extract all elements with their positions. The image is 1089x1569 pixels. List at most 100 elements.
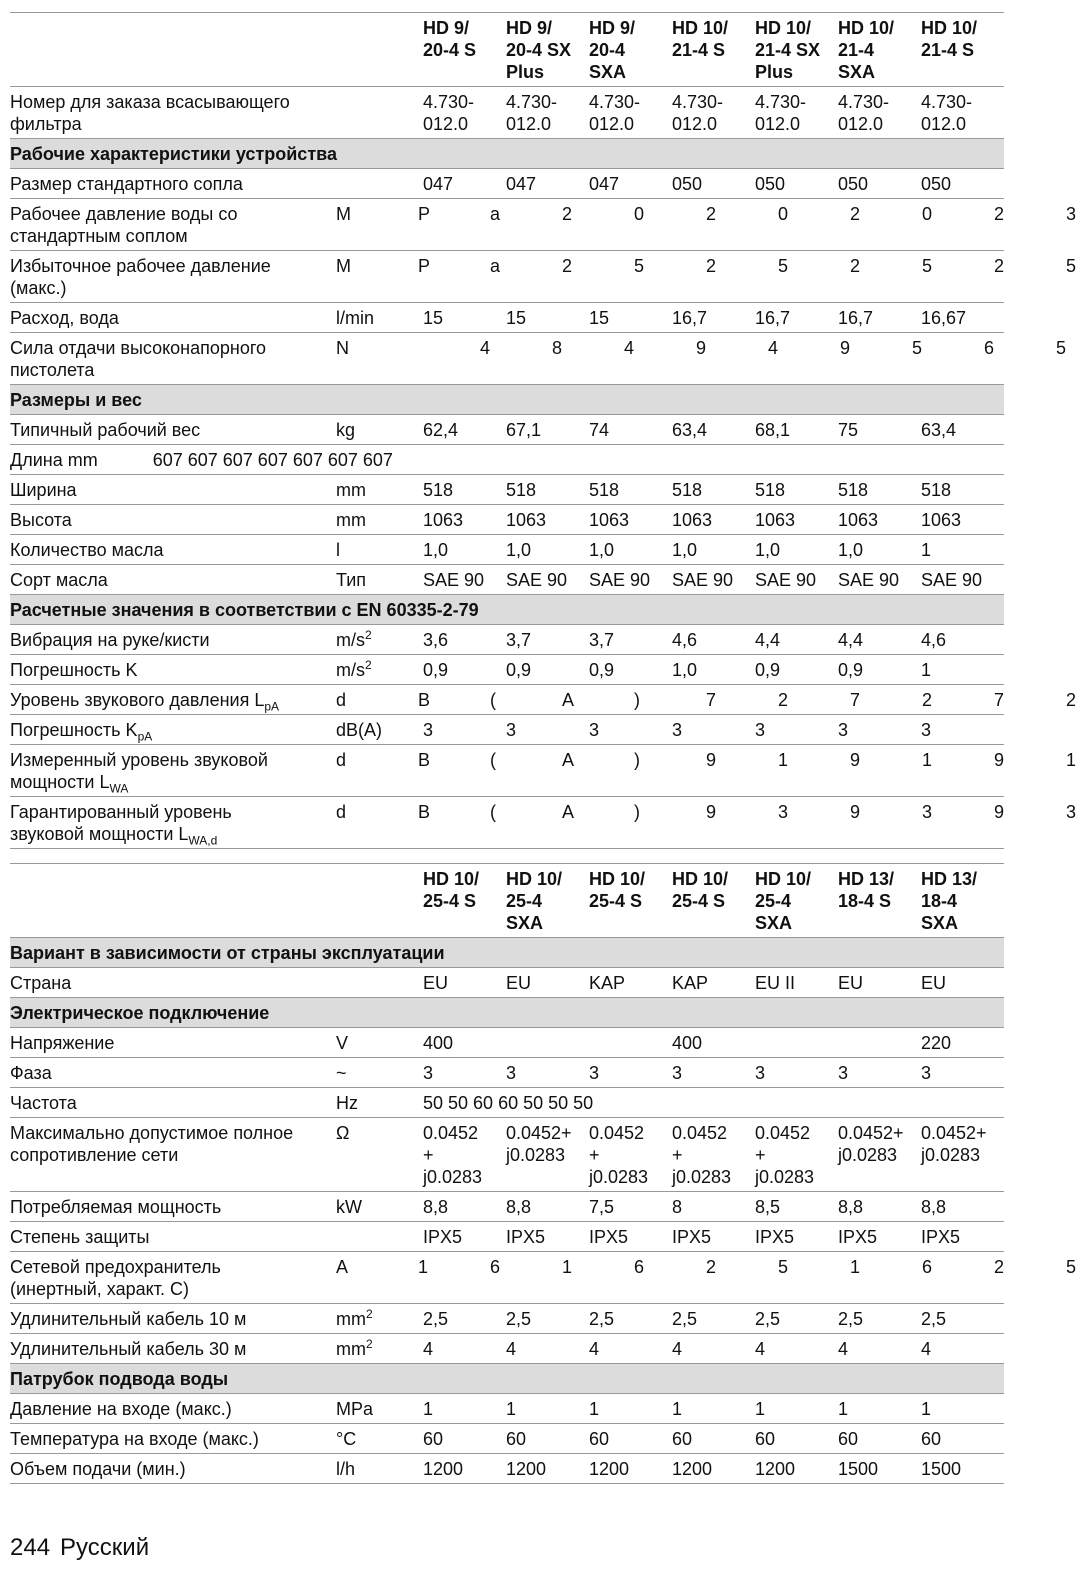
value-cell: 2,5	[506, 1309, 532, 1329]
data-row: Страна EU EU KAP KAP EU II EU EU	[10, 968, 1004, 998]
row-label: Сорт масла	[10, 569, 336, 591]
value-cell: SAE 90	[506, 570, 568, 590]
value-cell: 047	[423, 174, 454, 194]
spread-token: M	[336, 204, 351, 224]
value-cell: 050	[755, 174, 786, 194]
spread-token: A	[562, 802, 575, 822]
value-cell: 0,9	[838, 660, 864, 680]
value-cell: 3,7	[589, 630, 615, 650]
value-cell: IPX5	[506, 1227, 546, 1247]
row-label: Напряжение	[10, 1032, 336, 1054]
spread-token: 2	[850, 204, 861, 224]
data-row: Вибрация на руке/кисти m/s2 3,6 3,7 3,7 4,6 4,…	[10, 625, 1004, 655]
value-cell: 0.0452 + j0.0283	[423, 1123, 483, 1187]
unit-text: kg	[336, 420, 356, 440]
value-cell: 60	[838, 1429, 859, 1449]
row-label: Погрешность K	[10, 659, 336, 681]
row-label: Степень защиты	[10, 1226, 336, 1248]
value-cell: 4	[838, 1339, 849, 1359]
label-subscript: pA	[137, 729, 153, 744]
value-cell: 8	[672, 1197, 683, 1217]
data-row: Номер для заказа всасывающего фильтра 4.7…	[10, 87, 1004, 139]
value-cell: 050	[672, 174, 703, 194]
value-cell: SAE 90	[921, 570, 983, 590]
spread-token: P	[418, 204, 431, 224]
data-row: Давление на входе (макс.) MPa 1 1 1 1 1 1 1	[10, 1394, 1004, 1424]
value-cell: EU II	[755, 973, 796, 993]
value-cell: 3	[589, 720, 600, 740]
value-cell: 518	[423, 480, 454, 500]
unit: mm	[336, 509, 423, 531]
spread-token: d	[336, 750, 347, 770]
label-text: Типичный рабочий вес	[10, 420, 201, 440]
spread-token: 2	[706, 204, 717, 224]
unit	[336, 972, 423, 994]
spread-token: 2	[562, 256, 573, 276]
value-cell: 1	[921, 1399, 932, 1419]
value-cell: 0.0452 + j0.0283	[755, 1123, 815, 1187]
value-cell: 2,5	[755, 1309, 781, 1329]
value-cell: 1,0	[672, 660, 698, 680]
data-row: Гарантированный уровень звуковой мощност…	[10, 797, 1076, 849]
spread-token: 2	[706, 256, 717, 276]
value-cell: 4,6	[921, 630, 947, 650]
model-header: HD 9/ 20-4 S	[423, 18, 477, 60]
value-cell: 3,7	[506, 630, 532, 650]
spread-token: 2	[994, 1257, 1005, 1277]
row-label: Фаза	[10, 1062, 336, 1084]
value-cell: 16,7	[755, 308, 791, 328]
data-row: Максимально допустимое полное сопротивле…	[10, 1118, 1004, 1192]
spread-token: 6	[984, 338, 995, 358]
value-cell: 1200	[506, 1459, 547, 1479]
value-cell: 63,4	[672, 420, 708, 440]
section-row: Размеры и вес	[10, 385, 1004, 415]
spread-token: 9	[994, 802, 1005, 822]
value-cell: 2,5	[921, 1309, 947, 1329]
unit: l/min	[336, 307, 423, 329]
spread-token: 7	[994, 690, 1005, 710]
data-row: Расход, вода l/min 15 15 15 16,7 16,7 16,7 16,67	[10, 303, 1004, 333]
spread-token: A	[336, 1257, 349, 1277]
label-text: Давление на входе (макс.)	[10, 1399, 232, 1419]
unit-text: mm	[336, 1339, 366, 1359]
value-cell: IPX5	[755, 1227, 795, 1247]
spread-token: 5	[778, 256, 789, 276]
spread-token: 2	[1066, 690, 1077, 710]
unit: l	[336, 539, 423, 561]
value-cell: 8,8	[423, 1197, 449, 1217]
value-cell: 3	[921, 1063, 932, 1083]
data-row: Сила отдачи высоконапорного пистолета N 4 8…	[10, 333, 1066, 385]
unit: mm2	[336, 1308, 423, 1330]
row-label: Максимально допустимое полное сопротивле…	[10, 1122, 336, 1188]
section-row: Рабочие характеристики устройства	[10, 139, 1004, 169]
value-cell: 8,5	[755, 1197, 781, 1217]
value-cell: 3	[755, 1063, 766, 1083]
unit-superscript: 2	[365, 628, 372, 642]
value-cell: 400	[672, 1033, 703, 1053]
value-cell: 3	[672, 720, 683, 740]
value-cell: 0.0452 + j0.0283	[589, 1123, 649, 1187]
model-header: HD 10/ 25-4 S	[672, 869, 729, 911]
row-label: Высота	[10, 509, 336, 531]
data-row: Фаза ~3 3 3 3 3 3 3	[10, 1058, 1004, 1088]
spread-token: 4	[480, 338, 491, 358]
unit-superscript: 2	[366, 1337, 373, 1351]
value-cell: EU	[506, 973, 532, 993]
data-row: Удлинительный кабель 10 м mm2 2,5 2,5 2,5 2,5…	[10, 1304, 1004, 1334]
value-cell: 63,4	[921, 420, 957, 440]
label-text: Вибрация на руке/кисти	[10, 630, 210, 650]
unit: Ω	[336, 1122, 423, 1188]
unit: Hz	[336, 1092, 423, 1114]
spread-token: M	[336, 256, 351, 276]
model-header: HD 10/ 25-4 SXA	[506, 869, 563, 933]
value-cell: 1200	[672, 1459, 713, 1479]
unit	[336, 91, 423, 135]
label-text: Максимально допустимое полное сопротивле…	[10, 1123, 294, 1165]
value-cell: 1500	[921, 1459, 962, 1479]
unit-text: dB(A)	[336, 720, 383, 740]
spread-token: 2	[922, 690, 933, 710]
value-cell: EU	[423, 973, 449, 993]
value-cell: 1500	[838, 1459, 879, 1479]
value-cell: 1200	[423, 1459, 464, 1479]
value-cell: 3	[921, 720, 932, 740]
